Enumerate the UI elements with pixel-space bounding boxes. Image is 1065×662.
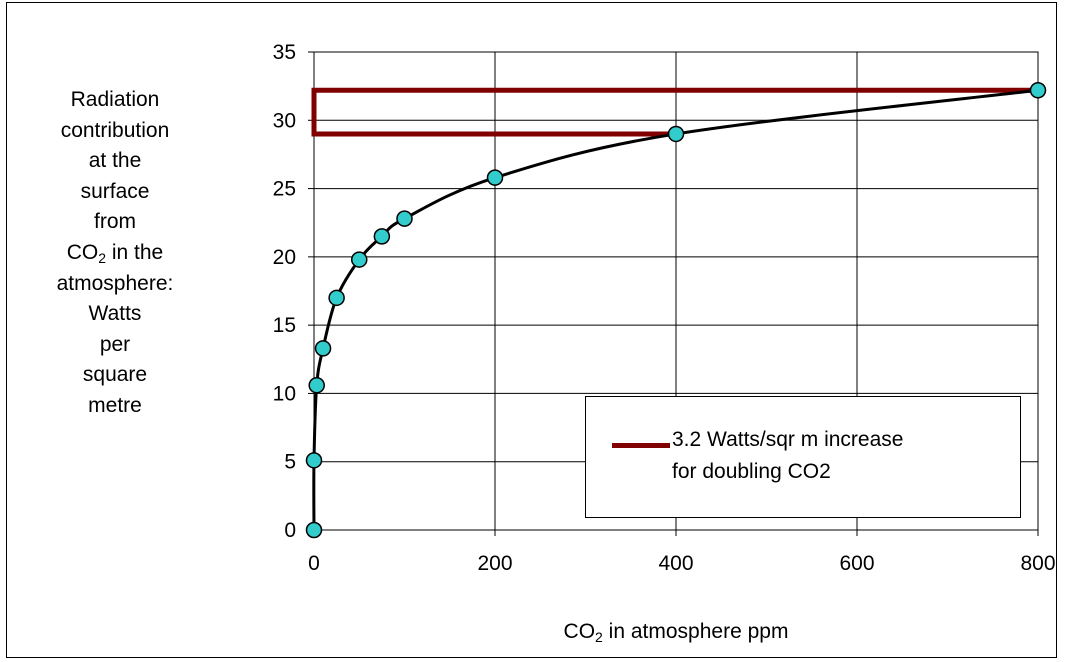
data-point xyxy=(308,376,325,394)
y-axis-label-line: at the xyxy=(88,149,142,173)
data-point xyxy=(373,228,391,245)
y-axis-label-line: contribution xyxy=(60,118,170,142)
y-tick-labels: 0 5 10 15 20 25 30 35 xyxy=(273,41,314,542)
y-axis-label-line: Radiation xyxy=(70,88,160,111)
legend-label-line2: for doubling CO2 xyxy=(672,460,831,483)
y-tick-label: 10 xyxy=(273,382,296,405)
x-tick-label: 200 xyxy=(477,552,512,575)
y-tick-label: 0 xyxy=(284,519,296,542)
legend-label-line1: 3.2 Watts/sqr m increase xyxy=(672,428,904,451)
data-point xyxy=(351,251,368,268)
legend-label: 3.2 Watts/sqr m increase for doubling CO… xyxy=(672,424,1012,488)
y-axis-label-line: surface xyxy=(80,179,150,203)
y-axis-label-line: Watts xyxy=(88,302,142,326)
x-axis-label-text: CO xyxy=(563,620,596,643)
x-tick-label: 800 xyxy=(1020,552,1055,575)
data-point xyxy=(305,452,323,469)
data-point xyxy=(314,340,332,357)
x-axis-label-rest: in atmosphere ppm xyxy=(602,620,789,643)
y-axis-label-line: CO2 in the xyxy=(66,240,164,266)
doubling-bracket-line xyxy=(311,87,1038,137)
y-tick-label: 35 xyxy=(273,41,296,64)
data-point xyxy=(667,125,685,143)
x-tick-label: 600 xyxy=(839,552,874,575)
y-axis-label-line: atmosphere: xyxy=(56,271,174,295)
y-axis-label: Radiation contribution at the surface from CO… xyxy=(30,85,200,422)
x-axis-label-subscript: 2 xyxy=(595,629,603,645)
y-axis-label-line: metre xyxy=(88,393,142,417)
y-tick-label: 25 xyxy=(273,178,296,201)
y-axis-label-line: per xyxy=(99,332,131,356)
data-point xyxy=(328,289,345,307)
legend: 3.2 Watts/sqr m increase for doubling CO… xyxy=(585,396,1021,518)
x-tick-label: 0 xyxy=(308,552,320,575)
legend-swatch xyxy=(612,443,670,448)
y-tick-label: 30 xyxy=(273,109,296,132)
x-axis-label: CO2 in atmosphere ppm xyxy=(314,620,1038,644)
chart-frame xyxy=(6,2,1057,658)
y-axis-label-line: from xyxy=(94,210,136,234)
data-point xyxy=(396,210,413,227)
data-point xyxy=(486,169,504,186)
data-point xyxy=(305,521,323,539)
y-axis-label-line: square xyxy=(82,363,148,387)
y-tick-label: 15 xyxy=(273,314,296,337)
data-point xyxy=(1029,81,1047,99)
y-tick-label: 20 xyxy=(273,246,296,269)
x-tick-label: 400 xyxy=(658,552,693,575)
data-markers xyxy=(305,81,1047,539)
x-tick-labels: 0 200 400 600 800 xyxy=(308,530,1056,575)
y-tick-label: 5 xyxy=(284,451,296,474)
